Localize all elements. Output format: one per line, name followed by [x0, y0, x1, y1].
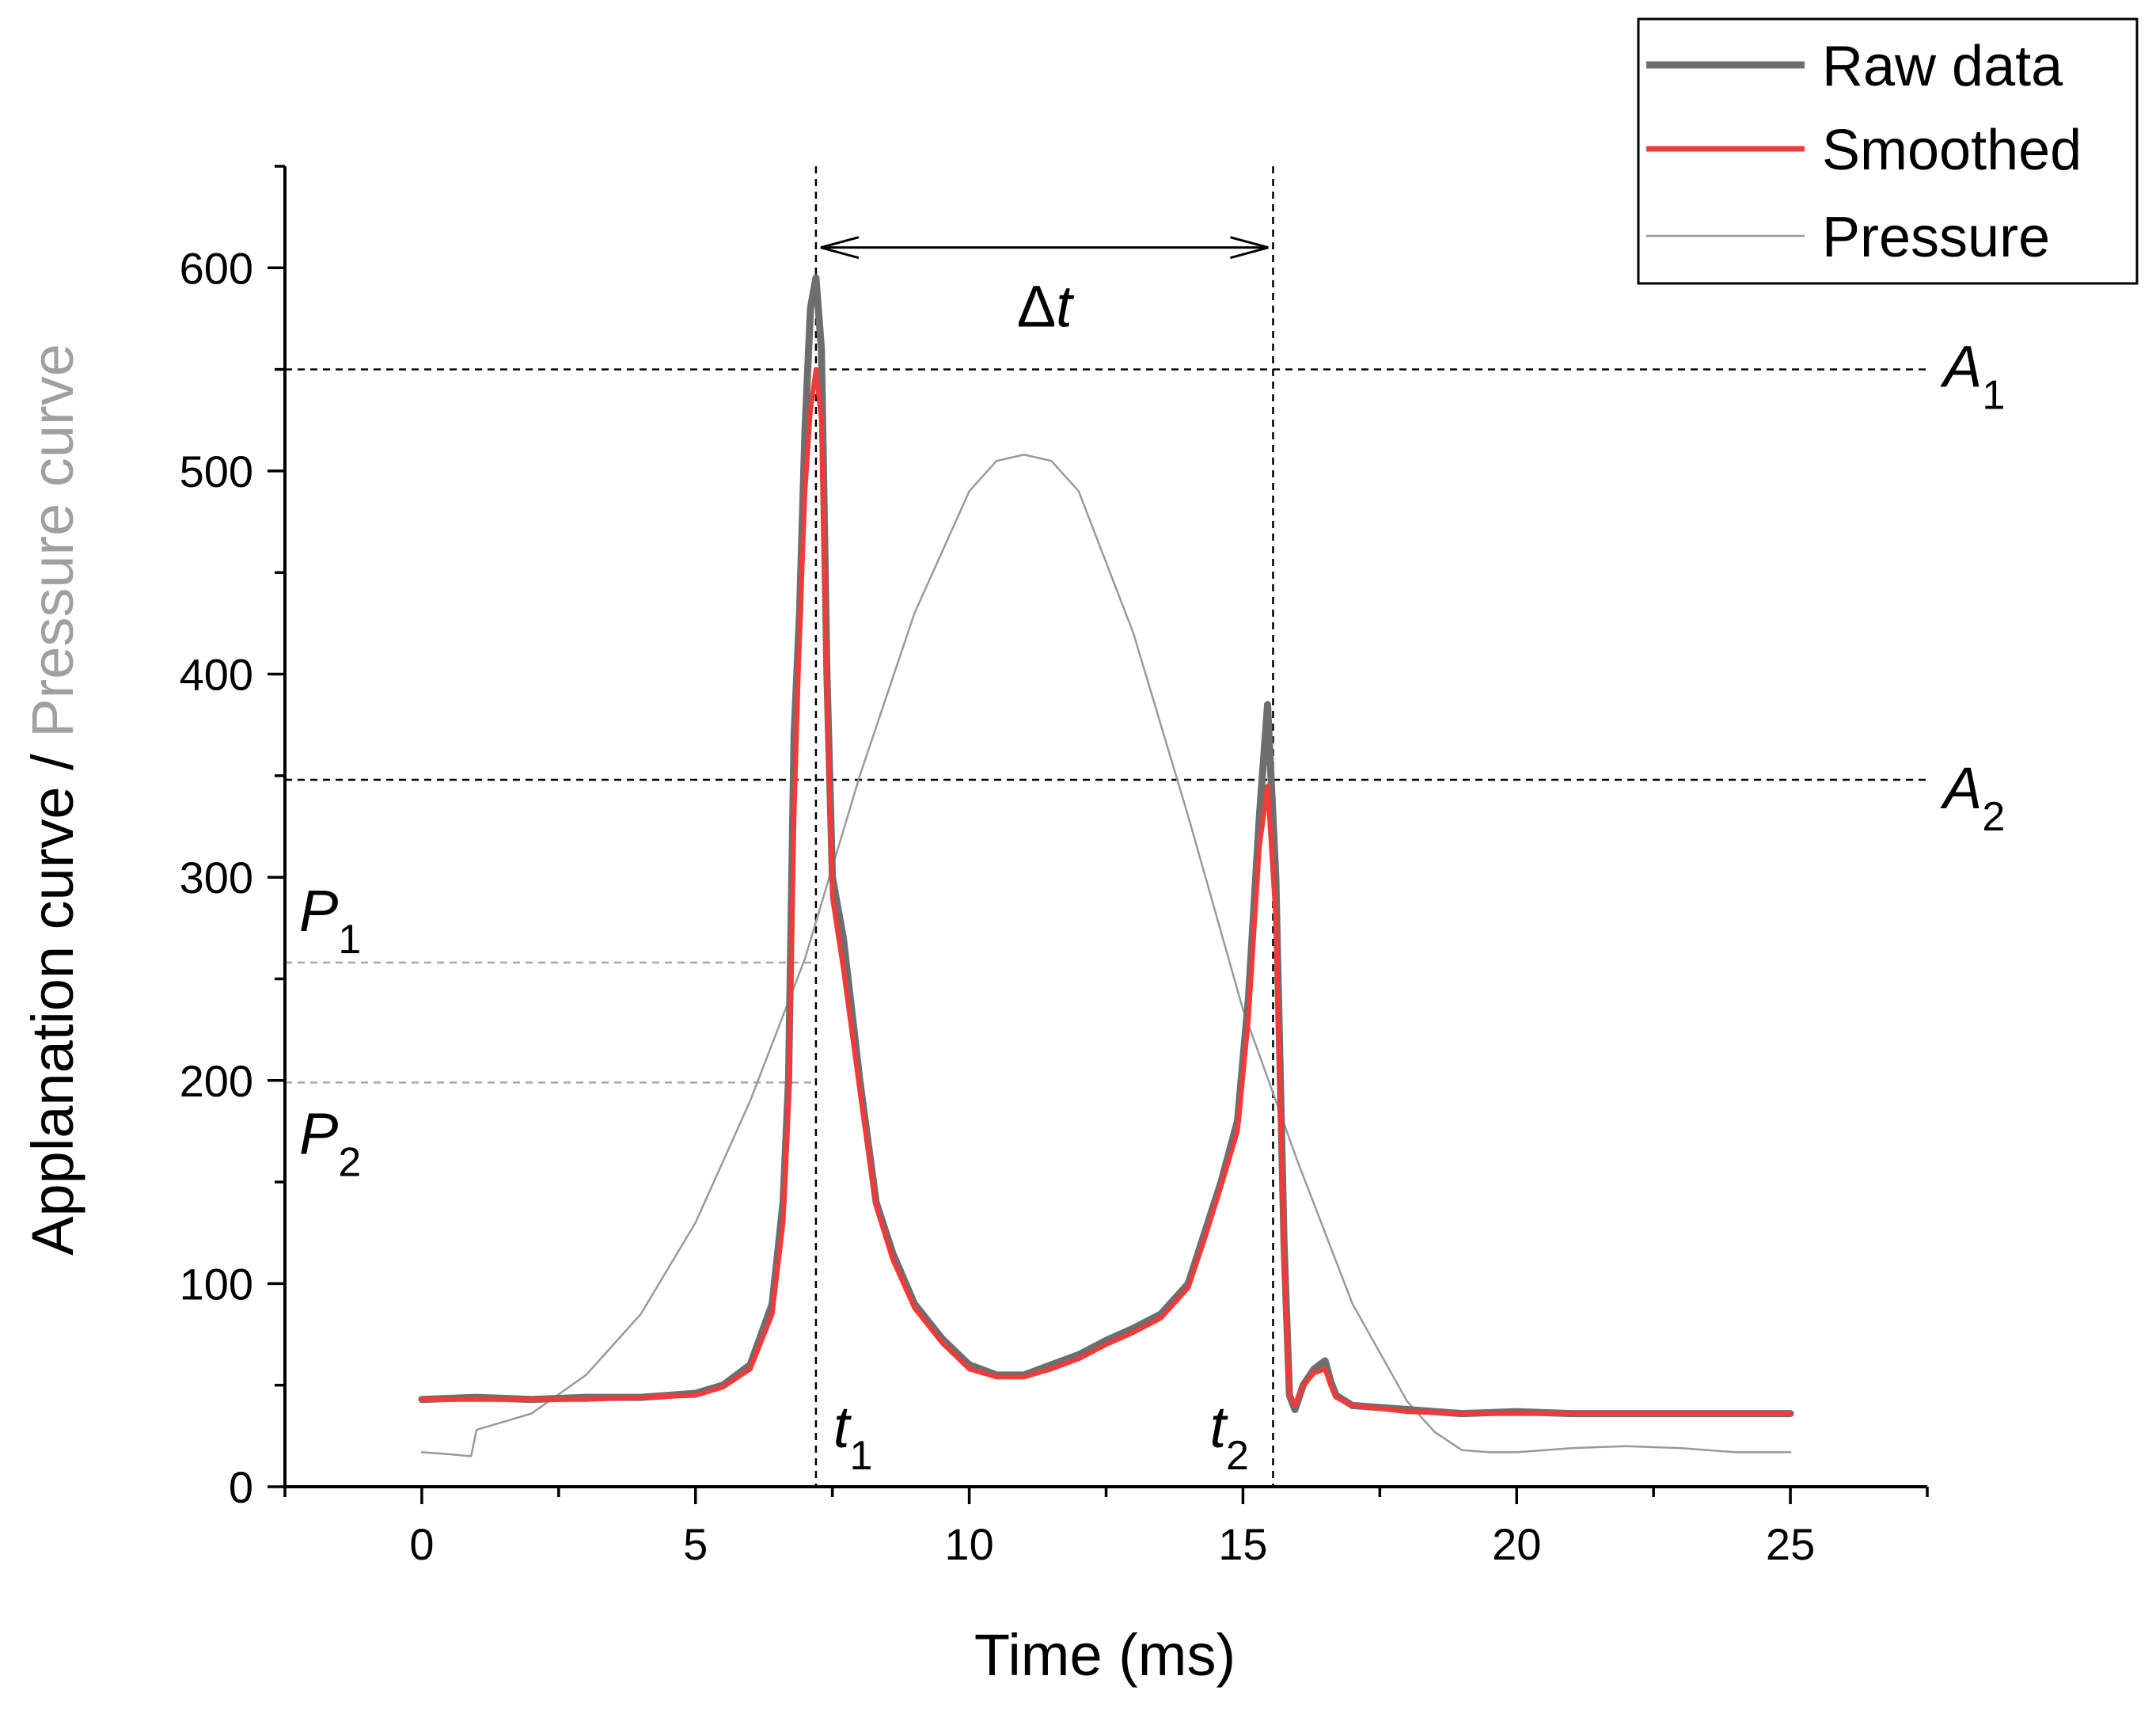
label-a1-sub: 1 [1982, 373, 2005, 419]
label-t1-var: t [833, 1394, 852, 1460]
x-tick-label: 15 [1218, 1519, 1267, 1569]
y-axis-title-part1: Applanation curve / [20, 738, 85, 1256]
label-t2-sub: 2 [1226, 1433, 1249, 1479]
legend-label-raw: Raw data [1822, 35, 2063, 98]
legend: Raw data Smoothed Pressure [1637, 17, 2139, 285]
y-tick-label: 500 [180, 446, 253, 496]
legend-label-pressure: Pressure [1822, 206, 2050, 269]
x-tick-label: 10 [944, 1519, 993, 1569]
label-t2-var: t [1209, 1394, 1228, 1460]
delta-t-arrowhead-right [1230, 236, 1269, 260]
label-p1: P1 [299, 878, 361, 963]
x-tick-label: 5 [683, 1519, 708, 1569]
label-a1: A1 [1940, 334, 2005, 419]
y-axis-title-part2: Pressure curve [20, 344, 85, 738]
label-p1-sub: 1 [338, 917, 361, 963]
delta-t-label: Δt [1017, 274, 1075, 340]
series-line-smoothed [419, 367, 1794, 1416]
label-a2-var: A [1940, 755, 1982, 821]
delta-t-arrowhead-left [820, 236, 860, 260]
y-tick-label: 100 [180, 1259, 253, 1309]
legend-label-smoothed: Smoothed [1822, 119, 2082, 182]
y-tick-label: 600 [180, 243, 253, 293]
label-t2: t2 [1209, 1394, 1248, 1479]
label-a1-var: A [1940, 334, 1982, 400]
label-a2-sub: 2 [1982, 794, 2005, 840]
y-tick-label: 300 [180, 853, 253, 902]
label-p2: P2 [299, 1100, 361, 1185]
label-p1-var: P [299, 878, 338, 944]
label-p2-var: P [299, 1100, 338, 1166]
series-lines [418, 274, 1794, 1457]
label-t1-sub: 1 [849, 1433, 872, 1479]
x-axis-title: Time (ms) [974, 1622, 1236, 1688]
delta-t-symbol: Δ [1017, 274, 1056, 340]
x-tick-label: 25 [1766, 1519, 1815, 1569]
x-tick-label: 20 [1492, 1519, 1541, 1569]
delta-t-var: t [1056, 274, 1075, 340]
label-p2-sub: 2 [338, 1139, 361, 1185]
axes: 0 5 10 15 20 25 0 100 200 300 400 500 600 [180, 165, 1929, 1569]
y-tick-label: 200 [180, 1056, 253, 1106]
label-a2: A2 [1940, 755, 2005, 840]
label-t1: t1 [833, 1394, 872, 1479]
y-tick-label: 400 [180, 650, 253, 700]
x-tick-label: 0 [409, 1519, 434, 1569]
y-tick-label: 0 [229, 1462, 253, 1512]
y-axis-title: Applanation curve / Pressure curve [20, 344, 85, 1256]
